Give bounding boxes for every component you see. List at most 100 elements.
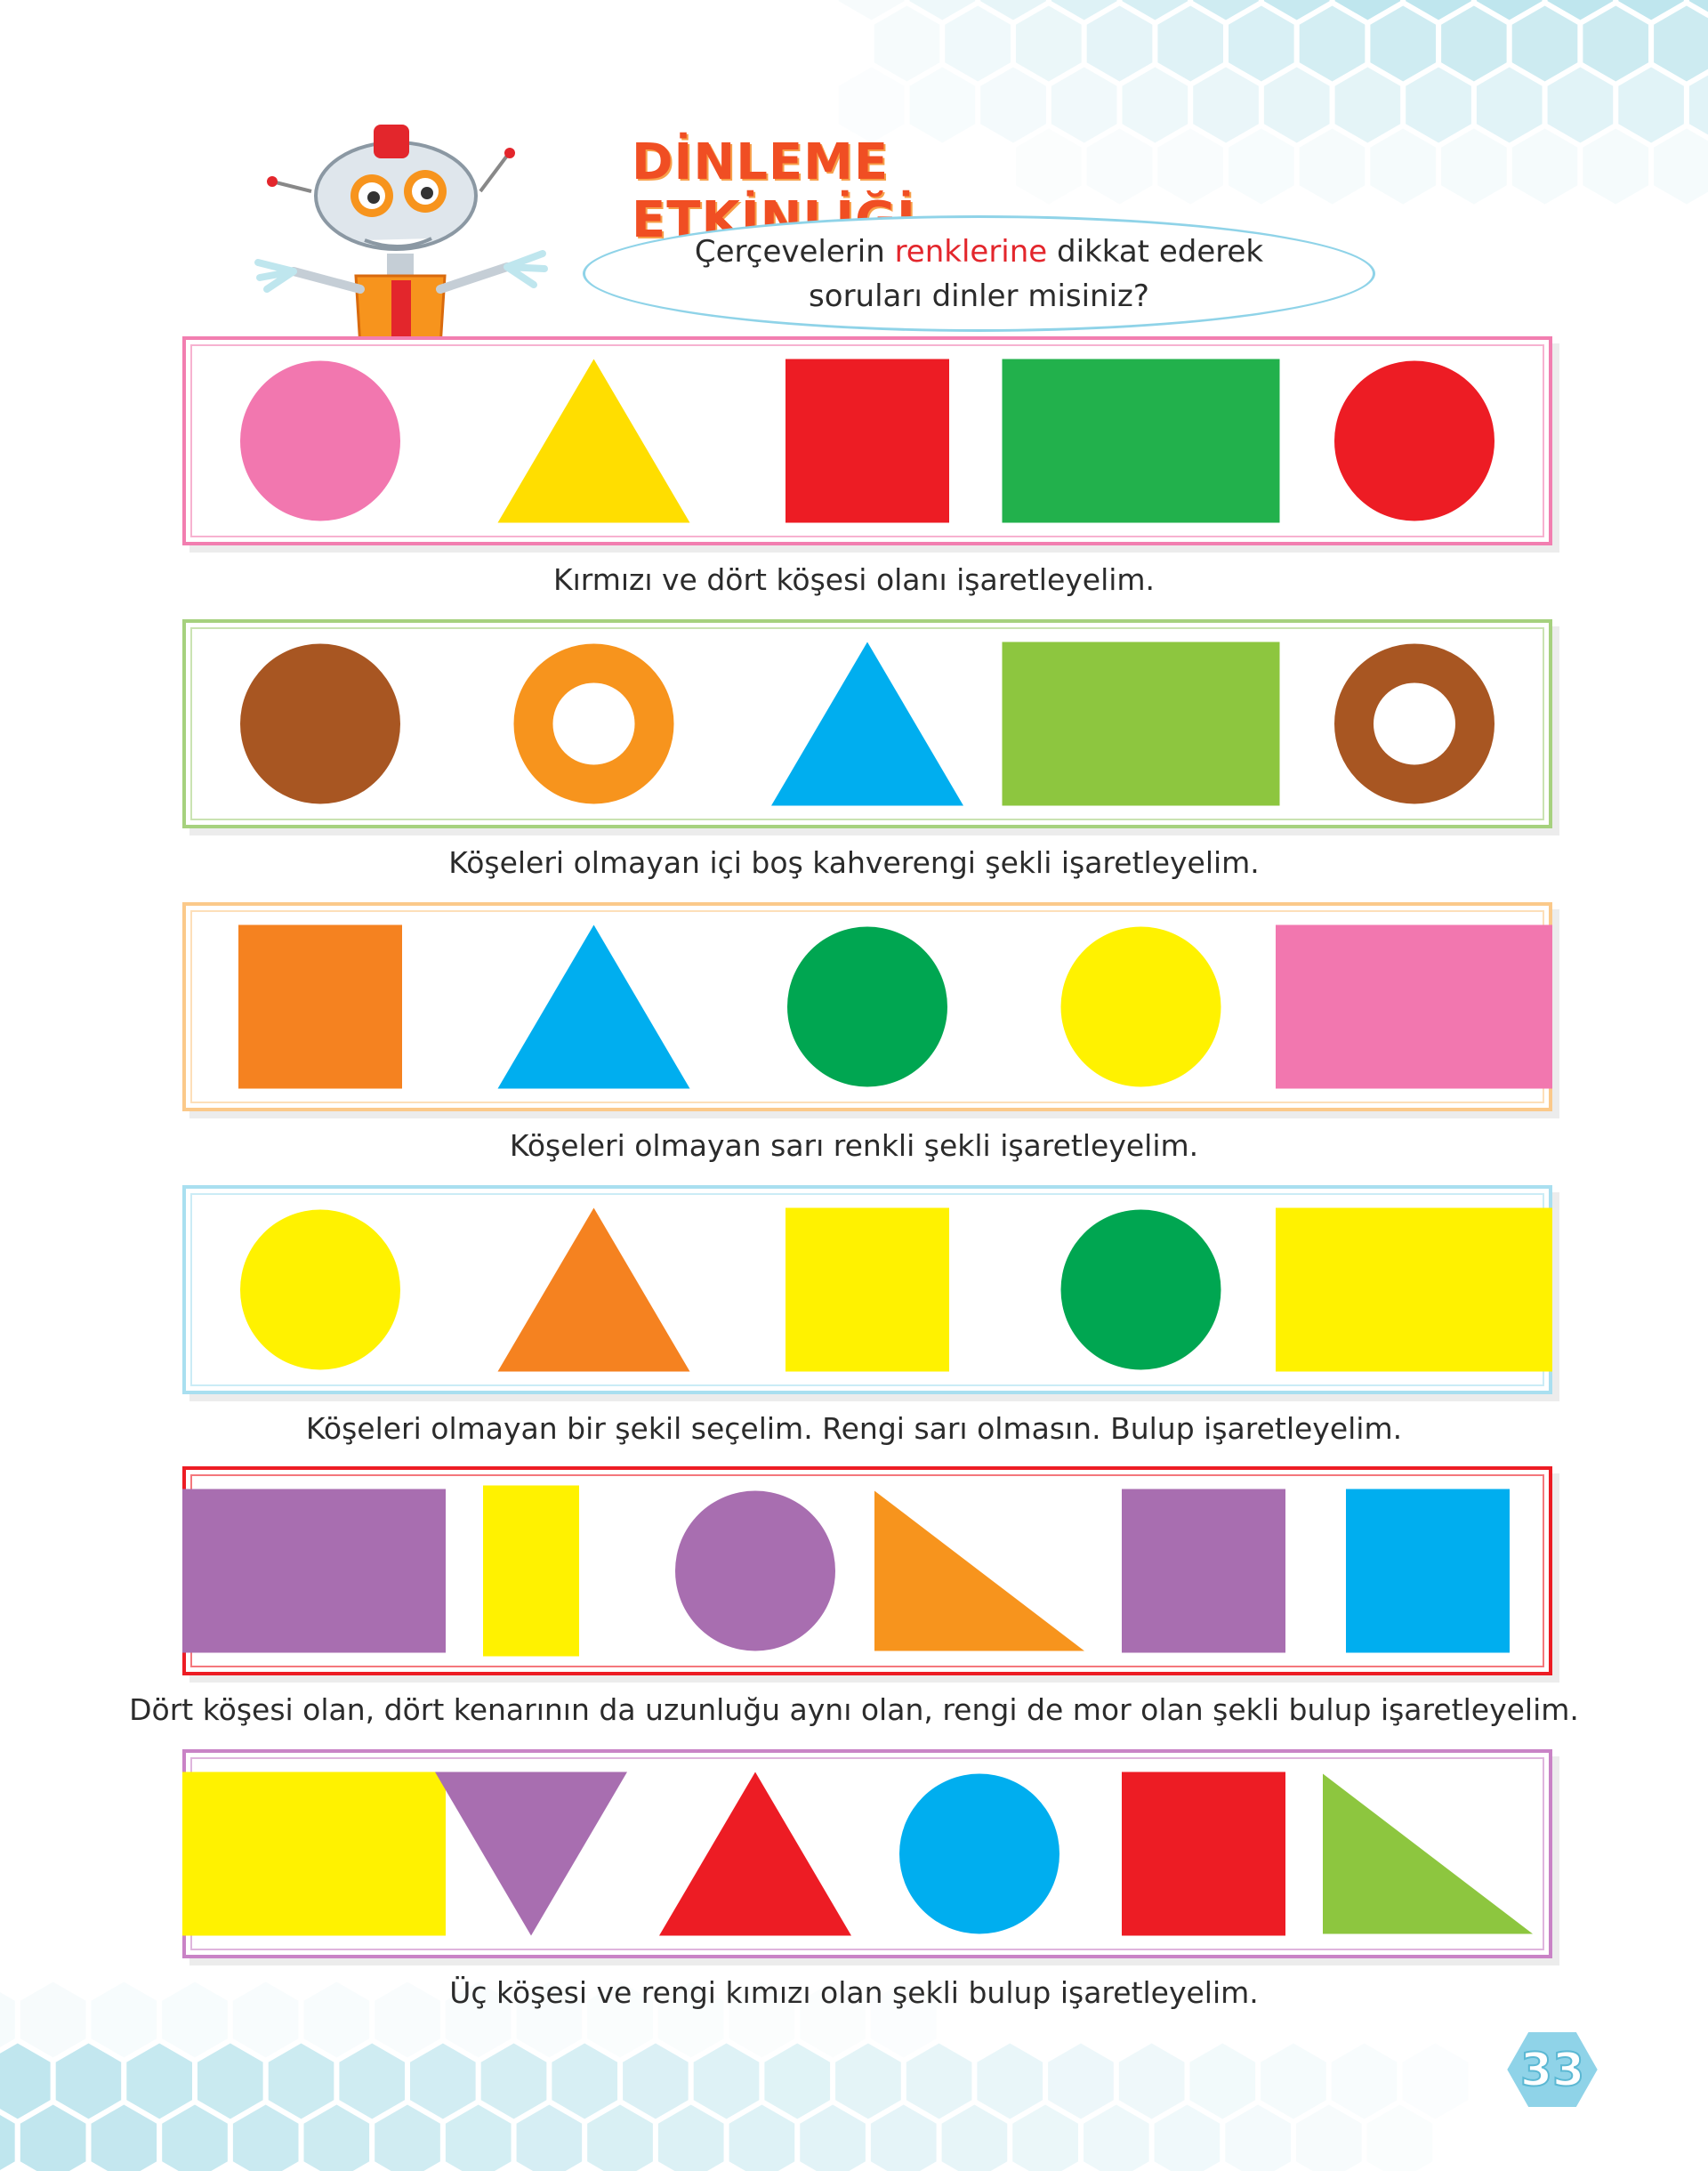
question-text-1: Kırmızı ve dört köşesi olanı işaretleyel…: [552, 562, 1156, 597]
hexagon-tile: [1648, 122, 1708, 211]
ring-shape: [513, 643, 674, 804]
rectangle-shape: [1002, 359, 1280, 523]
shape-item[interactable]: [240, 643, 400, 804]
frame-border-inner: [190, 627, 1544, 820]
hexagon-cluster-top: [833, 0, 1708, 211]
shape-item[interactable]: [1334, 360, 1494, 521]
circle-shape: [1060, 926, 1221, 1087]
shape-item[interactable]: [182, 1489, 446, 1653]
shape-item[interactable]: [659, 1772, 851, 1936]
ring-shape: [1334, 643, 1494, 804]
shape-item[interactable]: [787, 926, 947, 1087]
hexagon-tile: [1011, 122, 1087, 211]
triangle-shape: [497, 359, 690, 523]
bubble-line-1: Çerçevelerin renklerine dikkat ederek: [695, 230, 1263, 274]
question-text-2: Köşeleri olmayan içi boş kahverengi şekl…: [448, 845, 1260, 880]
frame-border-outer: [182, 619, 1552, 828]
speech-bubble: Çerçevelerin renklerine dikkat ederek so…: [583, 215, 1375, 332]
hexagon-tile: [904, 0, 981, 27]
circle-shape: [240, 360, 400, 521]
shape-item[interactable]: [1334, 643, 1494, 804]
shape-item[interactable]: [1346, 1489, 1510, 1653]
circle-shape: [675, 1490, 835, 1651]
hexagon-tile: [1506, 122, 1583, 211]
hexagon-tile: [833, 0, 910, 27]
shape-item[interactable]: [1122, 1772, 1285, 1936]
hexagon-tile: [975, 61, 1051, 149]
shape-item[interactable]: [1002, 359, 1280, 523]
right-triangle-shape: [874, 1490, 1084, 1651]
hexagon-tile: [794, 2098, 871, 2171]
hexagon-tile: [1223, 122, 1300, 211]
shape-item[interactable]: [240, 1209, 400, 1370]
shape-item[interactable]: [497, 924, 690, 1089]
shape-item[interactable]: [1060, 1209, 1221, 1370]
shape-item[interactable]: [675, 1490, 835, 1651]
shape-item[interactable]: [786, 359, 949, 523]
circle-shape: [899, 1773, 1059, 1934]
shape-item[interactable]: [497, 359, 690, 523]
circle-shape: [1334, 360, 1494, 521]
hexagon-tile: [865, 1975, 942, 2064]
hexagon-tile: [1081, 122, 1158, 211]
triangle-shape: [771, 642, 963, 806]
hexagon-tile: [1291, 2098, 1367, 2171]
hexagon-tile: [1542, 61, 1619, 149]
hexagon-tile: [1293, 122, 1371, 211]
frame-border-outer: [182, 336, 1552, 545]
shape-item[interactable]: [238, 924, 402, 1089]
shape-item[interactable]: [786, 1207, 949, 1372]
shape-item[interactable]: [1276, 1207, 1552, 1372]
shape-item[interactable]: [1323, 1773, 1533, 1934]
hexagon-tile: [1325, 2037, 1403, 2126]
hexagon-tile: [1365, 122, 1442, 211]
hexagon-tile: [723, 2098, 801, 2171]
hexagon-tile: [1255, 2037, 1332, 2126]
hexagon-tile: [1613, 61, 1689, 149]
hexagon-tile: [1081, 0, 1158, 88]
hexagon-tile: [868, 0, 946, 88]
shape-item[interactable]: [1002, 642, 1280, 806]
hexagon-tile: [830, 2037, 906, 2126]
hexagon-tile: [1045, 0, 1123, 27]
square-shape: [1122, 1772, 1285, 1936]
shape-item[interactable]: [435, 1772, 627, 1936]
shape-item[interactable]: [1122, 1489, 1285, 1653]
square-shape: [786, 1207, 949, 1372]
shape-item[interactable]: [1276, 924, 1552, 1089]
shape-frame-canvas: [182, 1749, 1552, 1958]
hexagon-tile: [1436, 122, 1512, 211]
hexagon-tile: [833, 61, 910, 149]
shape-frame-canvas: [182, 1466, 1552, 1675]
bubble-text-before: Çerçevelerin: [694, 233, 895, 270]
hexagon-tile: [1078, 2098, 1155, 2171]
shape-frame-2: [182, 619, 1552, 828]
shape-frame-4: [182, 1185, 1552, 1394]
square-shape: [1346, 1489, 1510, 1653]
hexagon-tile: [794, 1975, 871, 2064]
shape-frame-canvas: [182, 1185, 1552, 1394]
shape-item[interactable]: [513, 643, 674, 804]
shape-item[interactable]: [1060, 926, 1221, 1087]
shape-item[interactable]: [182, 1772, 446, 1936]
triangle-shape: [497, 924, 690, 1089]
circle-shape: [787, 926, 947, 1087]
triangle-shape: [497, 1207, 690, 1372]
shape-item[interactable]: [240, 360, 400, 521]
rectangle-shape: [1002, 642, 1280, 806]
hexagon-tile: [1113, 2037, 1190, 2126]
hexagon-tile: [1400, 61, 1477, 149]
hexagon-tile: [939, 0, 1016, 88]
triangle-shape: [659, 1772, 851, 1936]
hexagon-tile: [1116, 0, 1194, 27]
shape-item[interactable]: [874, 1490, 1084, 1651]
square-shape: [786, 359, 949, 523]
shape-item[interactable]: [497, 1207, 690, 1372]
shape-item[interactable]: [899, 1773, 1059, 1934]
shape-item[interactable]: [771, 642, 963, 806]
shape-frame-6: [182, 1749, 1552, 1958]
shape-frame-5: [182, 1466, 1552, 1675]
shape-item[interactable]: [483, 1485, 579, 1657]
question-text-3: Köşeleri olmayan sarı renkli şekli işare…: [509, 1128, 1199, 1163]
